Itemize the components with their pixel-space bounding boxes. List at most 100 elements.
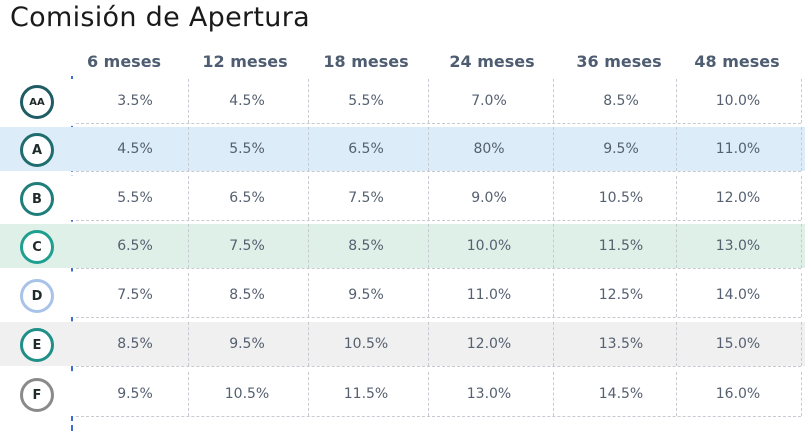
column-divider (308, 224, 309, 268)
row-divider (76, 317, 801, 318)
column-divider (553, 79, 554, 123)
rate-cell: 4.5% (229, 93, 265, 109)
rate-cell: 6.5% (117, 238, 153, 254)
column-divider (308, 273, 309, 317)
row-divider (76, 220, 801, 221)
column-header-24: 24 meses (449, 52, 535, 71)
rate-cell: 5.5% (117, 190, 153, 206)
column-divider (428, 273, 429, 317)
column-divider (188, 322, 189, 366)
rate-cell: 11.5% (598, 238, 644, 254)
column-divider (553, 127, 554, 171)
rate-cell: 8.5% (117, 336, 153, 352)
table-row: D 7.5% 8.5% 9.5% 11.0% 12.5% 14.0% (0, 273, 805, 317)
column-divider (676, 322, 677, 366)
row-divider (76, 171, 801, 172)
row-divider (76, 416, 801, 417)
column-divider (428, 79, 429, 123)
column-divider (428, 176, 429, 220)
column-header-6: 6 meses (86, 52, 162, 71)
rate-cell: 80% (473, 141, 505, 157)
rate-cell: 7.5% (348, 190, 384, 206)
rate-cell: 6.5% (229, 190, 265, 206)
rate-cell: 13.0% (715, 238, 761, 254)
column-divider (188, 224, 189, 268)
rate-cell: 6.5% (348, 141, 384, 157)
rate-cell: 5.5% (348, 93, 384, 109)
column-divider (553, 273, 554, 317)
table-row: E 8.5% 9.5% 10.5% 12.0% 13.5% 15.0% (0, 322, 805, 366)
column-divider (308, 176, 309, 220)
rate-cell: 5.5% (229, 141, 265, 157)
column-divider (553, 224, 554, 268)
rate-cell: 15.0% (715, 336, 761, 352)
column-divider (801, 176, 802, 220)
rate-cell: 8.5% (229, 287, 265, 303)
table-row: C 6.5% 7.5% 8.5% 10.0% 11.5% 13.0% (0, 224, 805, 268)
rate-cell: 9.5% (348, 287, 384, 303)
column-divider (801, 79, 802, 123)
rate-cell: 9.5% (117, 386, 153, 402)
rate-cell: 7.0% (471, 93, 507, 109)
page-title: Comisión de Apertura (10, 2, 310, 33)
column-divider (308, 372, 309, 416)
column-divider (676, 176, 677, 220)
grade-badge: AA (20, 85, 54, 119)
grade-badge: D (20, 279, 54, 313)
column-header-36: 36 meses (576, 52, 662, 71)
column-divider (188, 372, 189, 416)
rate-cell: 12.0% (466, 336, 512, 352)
rate-cell: 9.5% (603, 141, 639, 157)
rate-cell: 13.5% (598, 336, 644, 352)
grade-badge: F (20, 378, 54, 412)
rate-cell: 11.0% (715, 141, 761, 157)
rate-cell: 10.5% (598, 190, 644, 206)
column-divider (801, 273, 802, 317)
column-divider (188, 176, 189, 220)
rate-cell: 11.5% (343, 386, 389, 402)
column-divider (188, 273, 189, 317)
rate-cell: 16.0% (715, 386, 761, 402)
column-header-12: 12 meses (202, 52, 288, 71)
table-row: AA 3.5% 4.5% 5.5% 7.0% 8.5% 10.0% (0, 79, 805, 123)
rate-cell: 8.5% (603, 93, 639, 109)
column-divider (428, 322, 429, 366)
rate-cell: 13.0% (466, 386, 512, 402)
column-divider (676, 79, 677, 123)
column-divider (801, 224, 802, 268)
rate-cell: 8.5% (348, 238, 384, 254)
rate-cell: 10.0% (466, 238, 512, 254)
grade-badge: C (20, 230, 54, 264)
column-divider (801, 372, 802, 416)
rate-cell: 7.5% (117, 287, 153, 303)
rate-cell: 14.0% (715, 287, 761, 303)
column-divider (188, 127, 189, 171)
row-divider (76, 123, 801, 124)
rate-cell: 3.5% (117, 93, 153, 109)
rate-cell: 10.5% (343, 336, 389, 352)
column-divider (676, 372, 677, 416)
grade-badge: B (20, 182, 54, 216)
rate-cell: 10.5% (224, 386, 270, 402)
column-divider (428, 224, 429, 268)
rate-cell: 14.5% (598, 386, 644, 402)
column-divider (553, 176, 554, 220)
column-header-18: 18 meses (323, 52, 409, 71)
rate-cell: 9.0% (471, 190, 507, 206)
column-divider (676, 273, 677, 317)
column-divider (428, 127, 429, 171)
row-divider (76, 268, 801, 269)
column-divider (308, 127, 309, 171)
column-divider (676, 224, 677, 268)
table-row: B 5.5% 6.5% 7.5% 9.0% 10.5% 12.0% (0, 176, 805, 220)
column-divider (676, 127, 677, 171)
grade-badge: E (20, 328, 54, 362)
table-row: A 4.5% 5.5% 6.5% 80% 9.5% 11.0% (0, 127, 805, 171)
column-divider (428, 372, 429, 416)
table-row: F 9.5% 10.5% 11.5% 13.0% 14.5% 16.0% (0, 372, 805, 416)
column-divider (801, 127, 802, 171)
rate-cell: 10.0% (715, 93, 761, 109)
rate-cell: 12.5% (598, 287, 644, 303)
column-divider (801, 322, 802, 366)
rate-cell: 9.5% (229, 336, 265, 352)
